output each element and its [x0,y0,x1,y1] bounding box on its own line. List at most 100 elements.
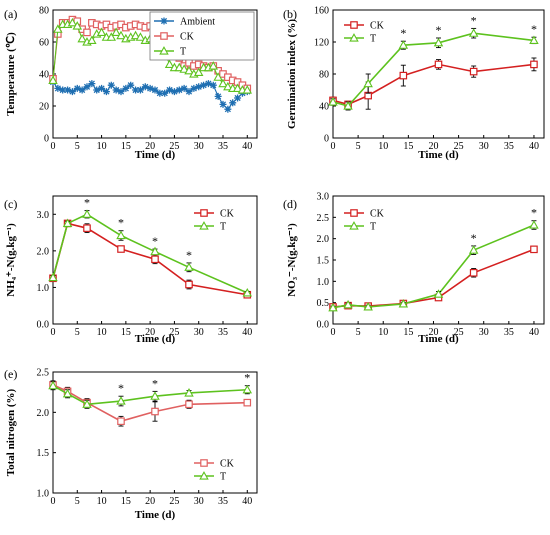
series-line [332,32,535,107]
data-point [151,86,159,94]
data-point [234,94,242,102]
x-tick-label: 20 [145,141,155,152]
x-tick-label: 0 [51,141,56,152]
data-point [78,86,86,94]
y-tick-label: 2.0 [37,408,50,419]
y-tick-label: 120 [314,38,329,49]
data-point [399,71,408,80]
legend-entry: T [370,34,376,45]
series-t [328,220,539,312]
data-point [434,60,443,69]
data-point [200,81,208,89]
panel-label: (d) [283,197,297,211]
data-point [127,81,135,89]
legend-entry: T [220,222,226,233]
panel-label: (a) [4,7,17,21]
y-tick-label: 0.0 [317,320,330,331]
x-tick-label: 25 [169,496,179,507]
panel-label: (b) [283,7,297,21]
x-tick-label: 10 [97,141,107,152]
series-line [52,384,248,423]
data-point [243,398,252,407]
x-tick-label: 40 [529,327,539,338]
data-point [242,287,253,297]
series-line [52,385,248,406]
y-tick-label: 40 [39,70,49,81]
data-point [102,88,110,96]
x-tick-label: 40 [529,141,539,152]
legend-entry: T [370,222,376,233]
x-tick-label: 20 [145,496,155,507]
data-point [96,27,107,36]
significance-star: * [436,23,442,37]
data-point [156,89,164,97]
series-line [332,63,535,106]
chart-panel-1: 0 5 10 15 20 25 30 35 40 0 20 40 60 80 Time (d) Tempera… [4,6,258,161]
legend-marker [160,32,168,40]
data-point [229,99,237,107]
data-point [363,78,373,88]
significance-star: * [244,371,250,385]
y-tick-label: 60 [39,38,49,49]
significance-star: * [531,22,537,36]
data-point [174,62,185,72]
x-tick-label: 30 [479,141,489,152]
y-tick-label: 0 [324,134,329,145]
x-tick-label: 25 [169,141,179,152]
data-point [190,84,198,92]
legend-marker [159,46,169,55]
data-point [184,388,194,397]
y-axis-label: NO₃⁻-N(g.kg⁻¹) [286,223,298,297]
y-axis-label: Germination index (%) [286,19,298,129]
x-tick-label: 0 [51,327,56,338]
chart-panel-2: 0 5 10 15 20 25 30 35 40 0 40 80 120 160 Time (d) Germi… [283,6,545,161]
significance-star: * [186,248,192,262]
data-point [213,72,223,81]
data-point [64,86,72,94]
data-point [433,289,444,298]
data-point [218,78,228,88]
data-point [93,86,101,94]
data-point [179,64,189,73]
series-ck [49,380,252,427]
series-ck [329,57,538,110]
legend: CK T [194,459,235,483]
x-tick-label: 5 [75,496,80,507]
panel-label: (e) [4,367,17,381]
x-tick-label: 30 [194,141,204,152]
data-point [529,35,539,44]
data-point [184,262,194,271]
chart-panel-5: 0 5 10 15 20 25 30 35 40 1.0 1.5 2.0 2.5 Time (d) Tota… [4,367,258,521]
data-point [184,65,194,75]
data-point [87,35,97,44]
data-point [53,24,63,33]
data-point [185,88,193,96]
data-point [242,85,253,94]
data-point [132,86,140,94]
y-tick-label: 1.5 [317,256,330,267]
y-tick-label: 2.0 [37,246,50,257]
x-tick-label: 35 [504,327,514,338]
x-tick-label: 10 [97,496,107,507]
y-tick-label: 0.5 [317,298,330,309]
data-point [166,86,174,94]
y-tick-label: 40 [319,102,329,113]
y-tick-label: 2.0 [317,234,330,245]
data-point [193,67,204,76]
legend-entry: CK [220,459,235,470]
significance-star: * [118,216,124,230]
series-t [48,17,253,94]
data-point [54,84,62,92]
data-point [468,245,479,254]
data-point [135,32,146,41]
x-tick-label: 35 [218,141,228,152]
data-point [77,33,87,43]
y-tick-label: 2.5 [317,213,330,224]
data-point [242,384,253,394]
x-tick-label: 30 [194,496,204,507]
significance-star: * [471,13,477,27]
data-point [433,37,444,47]
data-point [468,28,479,37]
x-tick-label: 0 [331,141,336,152]
